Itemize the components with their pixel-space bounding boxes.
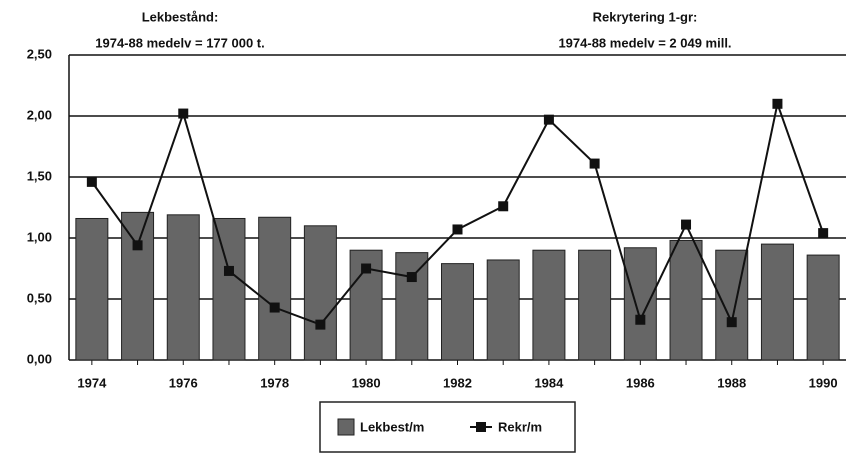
bar (212, 217, 246, 361)
legend-label: Lekbest/m (360, 419, 424, 434)
bar (669, 239, 703, 361)
legend-swatch (337, 418, 355, 436)
x-tick-label: 1974 (77, 375, 107, 390)
bar (166, 214, 200, 361)
line-marker (498, 201, 509, 212)
annotation: 1974-88 medelv = 177 000 t. (95, 35, 264, 50)
bar (532, 249, 566, 361)
y-tick-label: 1,00 (27, 229, 52, 244)
line-marker (361, 263, 372, 274)
line-marker (223, 265, 234, 276)
x-tick-label: 1980 (352, 375, 381, 390)
y-tick-label: 2,50 (27, 46, 52, 61)
x-tick-label: 1988 (717, 375, 746, 390)
line-marker (452, 224, 463, 235)
legend-label: Rekr/m (498, 419, 542, 434)
bar (806, 254, 840, 361)
legend-swatch (476, 422, 486, 432)
y-tick-label: 0,00 (27, 351, 52, 366)
annotation: Lekbestånd: (142, 9, 219, 24)
x-tick-label: 1976 (169, 375, 198, 390)
x-tick-label: 1978 (260, 375, 289, 390)
line-marker (406, 272, 417, 283)
bar (258, 216, 292, 361)
line-marker (681, 219, 692, 230)
line-marker (772, 98, 783, 109)
bar (441, 263, 474, 361)
legend-box (319, 401, 576, 453)
bar (395, 252, 429, 361)
line-marker (543, 114, 554, 125)
x-tick-label: 1982 (443, 375, 472, 390)
bar (760, 243, 794, 361)
bar (75, 217, 109, 361)
annotation: 1974-88 medelv = 2 049 mill. (558, 35, 731, 50)
bar (578, 249, 612, 361)
line-marker (86, 176, 97, 187)
line-marker (635, 314, 646, 325)
x-tick-label: 1990 (809, 375, 838, 390)
bar (121, 211, 155, 361)
bar (303, 225, 337, 361)
line-marker (818, 228, 829, 239)
x-tick-label: 1986 (626, 375, 655, 390)
y-tick-label: 0,50 (27, 290, 52, 305)
line-marker (315, 319, 326, 330)
bar (623, 247, 657, 361)
line-marker (589, 158, 600, 169)
x-tick-label: 1984 (534, 375, 564, 390)
line-marker (269, 302, 280, 313)
annotation: Rekrytering 1-gr: (593, 9, 698, 24)
y-tick-label: 1,50 (27, 168, 52, 183)
bar (486, 259, 520, 361)
line-marker (726, 317, 737, 328)
line-marker (132, 240, 143, 251)
line-marker (178, 108, 189, 119)
y-tick-label: 2,00 (27, 107, 52, 122)
